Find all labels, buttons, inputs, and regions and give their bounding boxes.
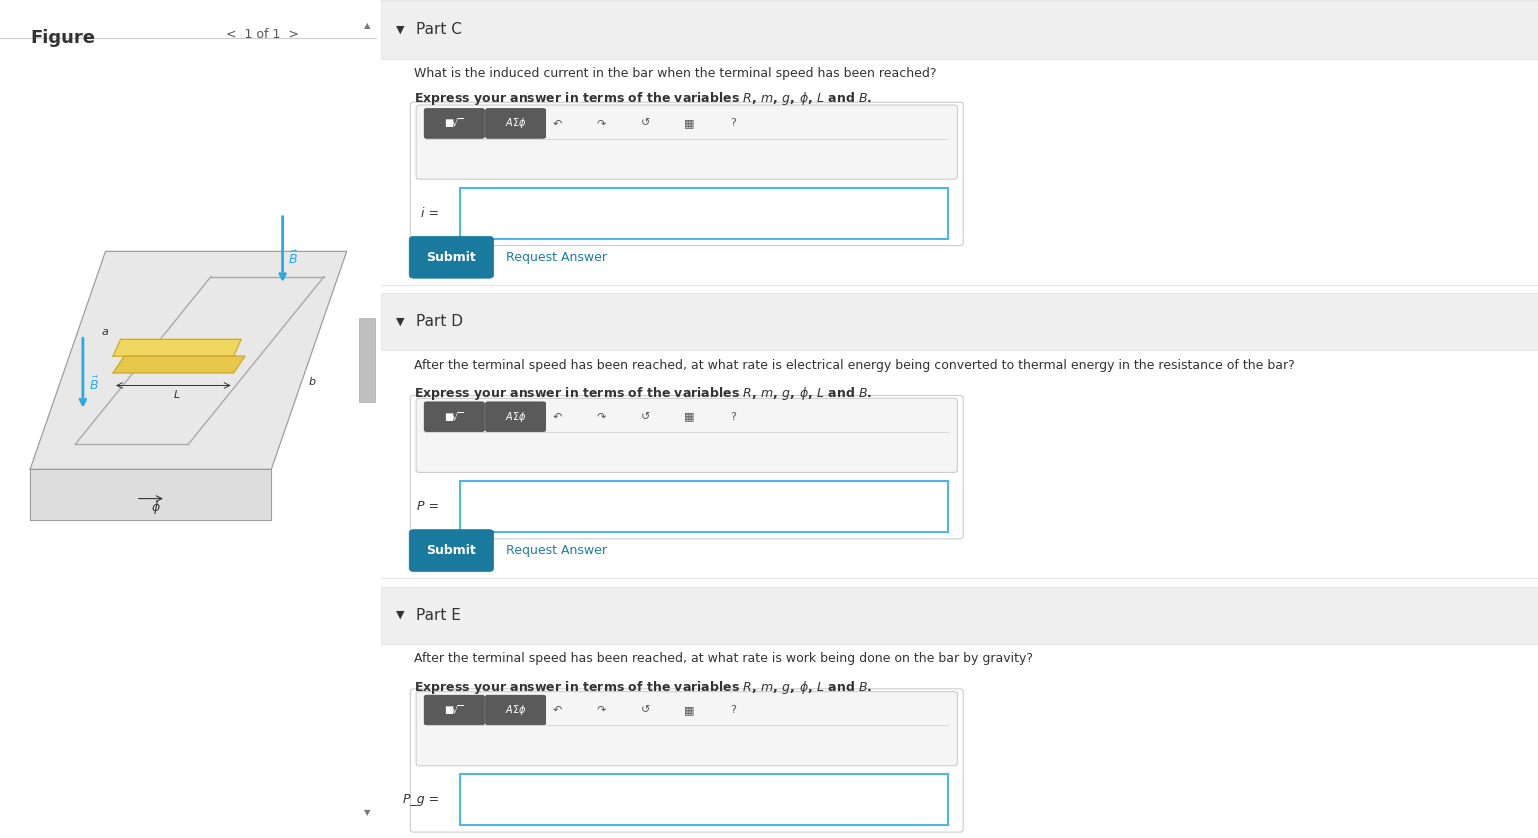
Text: After the terminal speed has been reached, at what rate is work being done on th: After the terminal speed has been reache… [414, 652, 1034, 665]
Text: ▦: ▦ [684, 705, 694, 715]
Text: ↶: ↶ [552, 411, 561, 422]
Text: $A\Sigma\phi$: $A\Sigma\phi$ [504, 116, 526, 131]
Text: ↺: ↺ [640, 411, 651, 422]
Text: P_g =: P_g = [403, 794, 440, 806]
Polygon shape [31, 251, 346, 469]
FancyBboxPatch shape [417, 691, 957, 766]
FancyBboxPatch shape [417, 398, 957, 473]
Polygon shape [31, 469, 271, 520]
Text: What is the induced current in the bar when the terminal speed has been reached?: What is the induced current in the bar w… [414, 67, 937, 80]
Text: ?: ? [731, 411, 737, 422]
Text: Request Answer: Request Answer [506, 544, 608, 557]
Text: ▼: ▼ [397, 610, 404, 620]
Text: ▲: ▲ [363, 21, 371, 30]
Text: ↷: ↷ [597, 705, 606, 715]
Text: Part E: Part E [417, 608, 461, 623]
Bar [381, 293, 1538, 350]
Text: i =: i = [421, 207, 440, 220]
Text: ↷: ↷ [597, 118, 606, 128]
Text: Part C: Part C [417, 22, 461, 37]
Text: ↺: ↺ [640, 705, 651, 715]
Text: ▼: ▼ [397, 24, 404, 34]
Text: ?: ? [731, 118, 737, 128]
Text: $\blacksquare\!\sqrt{\,}$: $\blacksquare\!\sqrt{\,}$ [444, 410, 464, 423]
FancyBboxPatch shape [486, 109, 546, 138]
Text: ▼: ▼ [397, 317, 404, 327]
Text: ↺: ↺ [640, 118, 651, 128]
Text: Figure: Figure [31, 29, 95, 47]
Text: $\blacksquare\!\sqrt{\,}$: $\blacksquare\!\sqrt{\,}$ [444, 703, 464, 716]
FancyBboxPatch shape [409, 530, 494, 572]
FancyBboxPatch shape [424, 402, 484, 432]
FancyBboxPatch shape [409, 236, 494, 278]
Text: ?: ? [731, 705, 737, 715]
Text: ↶: ↶ [552, 705, 561, 715]
Text: $\vec{B}$: $\vec{B}$ [89, 375, 98, 393]
Text: Part D: Part D [417, 314, 463, 329]
Bar [460, 774, 947, 825]
Text: ▼: ▼ [363, 808, 371, 817]
Text: ▦: ▦ [684, 118, 694, 128]
FancyBboxPatch shape [486, 696, 546, 725]
Polygon shape [114, 339, 241, 356]
Bar [460, 481, 947, 532]
Text: a: a [102, 327, 109, 337]
Text: ▦: ▦ [684, 411, 694, 422]
Text: ↷: ↷ [597, 411, 606, 422]
Text: <  1 of 1  >: < 1 of 1 > [226, 28, 298, 42]
FancyBboxPatch shape [411, 396, 963, 539]
Text: $\vec{B}$: $\vec{B}$ [288, 250, 298, 267]
Bar [381, 0, 1538, 59]
FancyBboxPatch shape [411, 102, 963, 246]
FancyBboxPatch shape [424, 109, 484, 138]
Text: Request Answer: Request Answer [506, 251, 608, 264]
Bar [358, 318, 375, 402]
Text: Express your answer in terms of the variables $R$, $m$, $g$, $\phi$, $L$ and $\m: Express your answer in terms of the vari… [414, 385, 872, 402]
Text: Express your answer in terms of the variables $R$, $m$, $g$, $\phi$, $L$ and $\m: Express your answer in terms of the vari… [414, 90, 872, 106]
Text: $\phi$: $\phi$ [151, 499, 160, 516]
Text: Express your answer in terms of the variables $R$, $m$, $g$, $\phi$, $L$ and $\m: Express your answer in terms of the vari… [414, 679, 872, 696]
Bar [460, 188, 947, 239]
Text: b: b [309, 377, 317, 387]
Text: Submit: Submit [426, 251, 477, 264]
Text: Submit: Submit [426, 544, 477, 557]
Text: After the terminal speed has been reached, at what rate is electrical energy bei: After the terminal speed has been reache… [414, 359, 1295, 372]
Text: $A\Sigma\phi$: $A\Sigma\phi$ [504, 703, 526, 717]
FancyBboxPatch shape [417, 105, 957, 179]
FancyBboxPatch shape [424, 696, 484, 725]
Text: $\blacksquare\!\sqrt{\,}$: $\blacksquare\!\sqrt{\,}$ [444, 116, 464, 130]
Text: $A\Sigma\phi$: $A\Sigma\phi$ [504, 410, 526, 424]
Text: P =: P = [417, 500, 440, 513]
Bar [381, 587, 1538, 644]
Text: L: L [174, 390, 180, 400]
Text: ↶: ↶ [552, 118, 561, 128]
Polygon shape [114, 356, 245, 373]
FancyBboxPatch shape [411, 689, 963, 832]
FancyBboxPatch shape [486, 402, 546, 432]
